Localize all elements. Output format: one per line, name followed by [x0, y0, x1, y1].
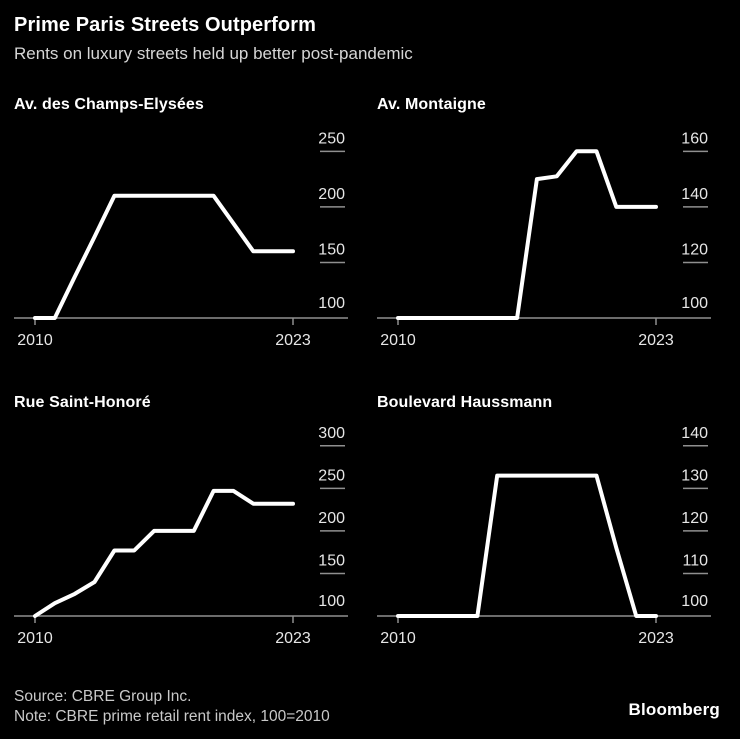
y-tick-label: 200	[318, 186, 345, 203]
y-tick-label: 100	[681, 295, 708, 312]
chart-cell-haussmann: Boulevard Haussmann 2010 2023 100 110 120 130…	[377, 394, 711, 648]
x-tick-label: 2023	[275, 630, 311, 647]
chart-plot: 2010 2023 100 110 120 130 140	[377, 416, 711, 648]
source-note: Source: CBRE Group Inc.	[14, 688, 192, 705]
x-tick-label: 2010	[380, 630, 416, 647]
methodology-note: Note: CBRE prime retail rent index, 100=…	[14, 708, 330, 725]
line-series	[33, 488, 295, 618]
y-tick-label: 110	[682, 552, 708, 569]
y-tick-label: 250	[318, 130, 345, 147]
line-series	[396, 149, 658, 320]
chart-plot: 2010 2023 100 150 200 250	[14, 118, 348, 350]
y-tick-label: 130	[681, 467, 708, 484]
y-tick-label: 140	[681, 425, 708, 442]
x-tick-label: 2010	[380, 332, 416, 349]
chart-plot: 2010 2023 100 120 140 160	[377, 118, 711, 350]
x-tick-label: 2023	[638, 630, 674, 647]
y-tick-label: 120	[681, 241, 708, 258]
chart-cell-montaigne: Av. Montaigne 2010 2023 100 120 140 160	[377, 96, 711, 350]
x-tick-label: 2010	[17, 630, 53, 647]
y-tick-label: 100	[318, 593, 345, 610]
chart-footer: Source: CBRE Group Inc. Note: CBRE prime…	[14, 687, 726, 727]
line-series	[396, 473, 658, 618]
chart-canvas: 2010 2023 100 150 200 250	[14, 130, 348, 349]
y-tick-label: 120	[681, 510, 708, 527]
y-tick-label: 160	[681, 130, 708, 147]
x-tick-label: 2023	[638, 332, 674, 349]
y-tick-label: 150	[318, 241, 345, 258]
chart-title: Av. des Champs-Elysées	[14, 96, 204, 113]
y-tick-label: 300	[318, 425, 345, 442]
x-tick-label: 2010	[17, 332, 53, 349]
y-tick-label: 100	[681, 593, 708, 610]
page-title: Prime Paris Streets Outperform	[14, 14, 316, 36]
chart-canvas: 2010 2023 100 120 140 160	[377, 130, 711, 349]
chart-canvas: 2010 2023 100 150 200 250 300	[14, 425, 348, 647]
chart-title: Boulevard Haussmann	[377, 394, 553, 411]
chart-cell-champs-elysees: Av. des Champs-Elysées 2010 2023 100 150 200…	[14, 96, 348, 350]
y-tick-label: 250	[318, 467, 345, 484]
chart-header: Prime Paris Streets Outperform Rents on …	[14, 13, 726, 64]
y-tick-label: 150	[318, 552, 345, 569]
chart-title: Av. Montaigne	[377, 96, 486, 113]
x-tick-label: 2023	[275, 332, 311, 349]
chart-cell-saint-honore: Rue Saint-Honoré 2010 2023 100 150 200 250 300	[14, 394, 348, 648]
page-subtitle: Rents on luxury streets held up better p…	[14, 44, 413, 63]
chart-plot: 2010 2023 100 150 200 250 300	[14, 416, 348, 648]
y-tick-label: 200	[318, 510, 345, 527]
y-tick-label: 140	[681, 186, 708, 203]
y-tick-label: 100	[318, 295, 345, 312]
line-series	[33, 193, 295, 320]
chart-title: Rue Saint-Honoré	[14, 394, 151, 411]
chart-canvas: 2010 2023 100 110 120 130 140	[377, 425, 711, 647]
bloomberg-logo: Bloomberg	[628, 700, 720, 719]
